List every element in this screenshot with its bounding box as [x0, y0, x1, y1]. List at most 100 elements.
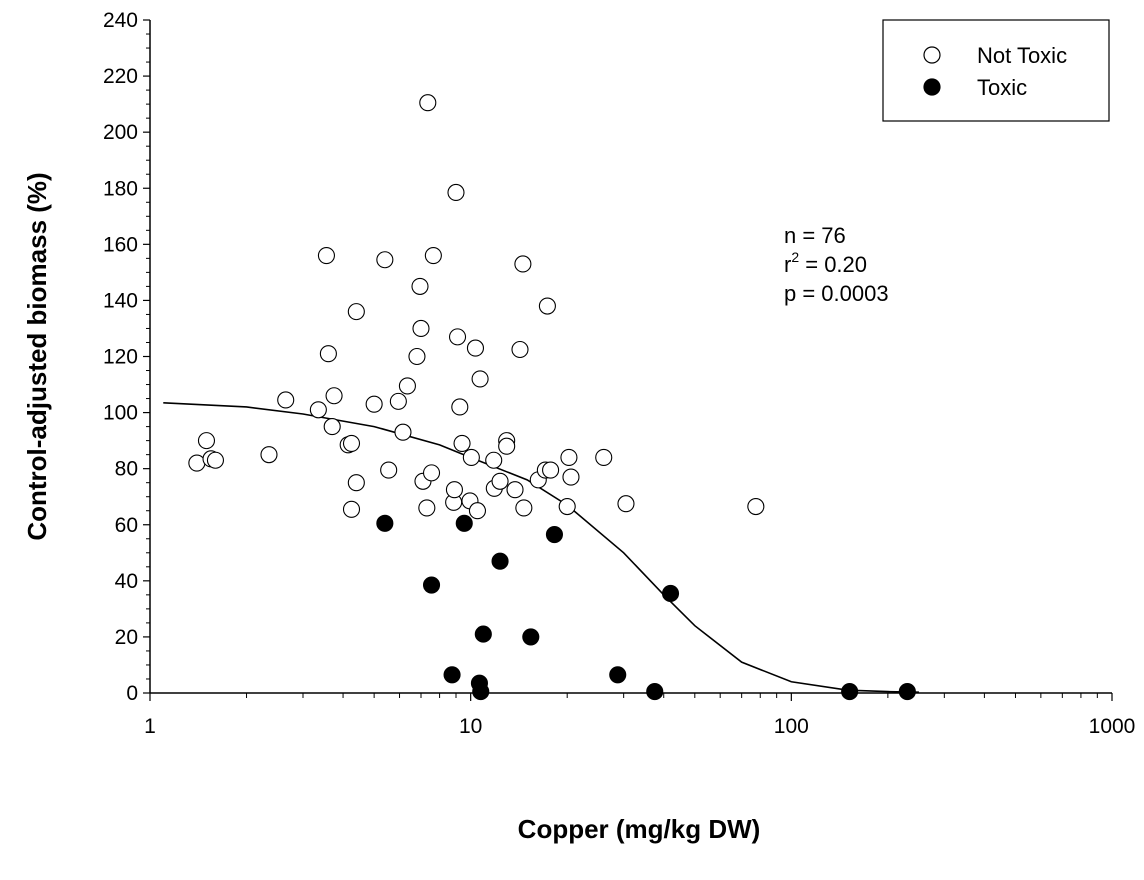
y-tick-label: 80 — [115, 458, 138, 481]
not-toxic-point — [419, 94, 437, 112]
legend-box — [882, 19, 1110, 122]
not-toxic-point — [347, 303, 365, 321]
legend-not-toxic-marker — [923, 46, 941, 64]
not-toxic-point — [617, 495, 635, 513]
not-toxic-point — [325, 387, 343, 405]
not-toxic-point — [418, 499, 436, 517]
y-tick-label: 40 — [115, 570, 138, 593]
stat-r2: r2 = 0.20 — [784, 249, 867, 277]
y-axis-ticks: 0 20 40 60 80 100 120 140 160 180 200 220 240 — [103, 9, 150, 705]
not-toxic-point — [511, 340, 529, 359]
not-toxic-point — [398, 377, 416, 395]
not-toxic-point — [394, 423, 412, 441]
toxic-point — [472, 683, 490, 701]
not-toxic-point — [389, 392, 407, 410]
x-axis-ticks: 1 10 100 1000 — [144, 693, 1135, 738]
y-tick-label: 20 — [115, 626, 138, 649]
not-toxic-point — [542, 461, 560, 479]
not-toxic-point — [424, 247, 442, 265]
x-tick-label: 100 — [774, 715, 809, 738]
toxic-point — [646, 683, 664, 701]
fit-curve — [163, 401, 919, 693]
not-toxic-point — [448, 328, 467, 346]
not-toxic-point — [411, 277, 429, 295]
stat-n: n = 76 — [784, 223, 846, 248]
not-toxic-point — [558, 497, 576, 516]
y-tick-label: 120 — [103, 346, 138, 369]
not-toxic-point — [206, 451, 224, 469]
y-axis-title: Control-adjusted biomass (%) — [22, 172, 52, 540]
not-toxic-point — [498, 437, 516, 455]
y-tick-label: 240 — [103, 9, 138, 32]
not-toxic-point — [515, 499, 533, 517]
toxic-point — [443, 666, 461, 684]
not-toxic-point — [323, 418, 341, 436]
toxic-point — [376, 514, 394, 532]
not-toxic-point — [468, 502, 487, 520]
x-tick-label: 1 — [144, 715, 156, 738]
y-tick-label: 100 — [103, 402, 138, 425]
legend-not-toxic-label: Not Toxic — [977, 43, 1067, 68]
not-toxic-point — [319, 345, 337, 363]
legend-toxic-label: Toxic — [977, 75, 1027, 100]
x-tick-label: 10 — [459, 715, 482, 738]
not-toxic-point — [466, 339, 485, 357]
x-axis-title: Copper (mg/kg DW) — [518, 814, 761, 844]
not-toxic-point — [365, 395, 383, 413]
x-tick-label: 1000 — [1089, 715, 1136, 738]
stat-r2-prefix: r — [784, 252, 791, 277]
not-toxic-point — [538, 297, 556, 315]
not-toxic-point — [317, 247, 335, 265]
not-toxic-point — [445, 481, 463, 499]
toxic-point — [661, 584, 680, 603]
not-toxic-point — [260, 446, 278, 464]
not-toxic-point — [376, 251, 394, 269]
y-tick-label: 200 — [103, 121, 138, 144]
not-toxic-point — [347, 474, 365, 492]
y-tick-label: 220 — [103, 65, 138, 88]
legend: Not Toxic Toxic — [882, 19, 1110, 122]
not-toxic-point — [197, 432, 216, 450]
y-tick-label: 0 — [126, 682, 138, 705]
not-toxic-point — [188, 454, 206, 472]
not-toxic-point — [747, 497, 765, 516]
legend-toxic-marker — [923, 78, 941, 96]
not-toxic-point — [342, 434, 361, 452]
toxic-point — [841, 683, 859, 701]
not-toxic-point — [277, 391, 295, 409]
not-toxic-point — [309, 401, 327, 419]
data-points — [188, 94, 916, 701]
fit-curve-layer — [163, 401, 919, 693]
not-toxic-point — [451, 398, 469, 416]
y-tick-label: 60 — [115, 514, 138, 537]
toxic-point — [545, 526, 563, 544]
toxic-point — [522, 628, 540, 646]
toxic-point — [474, 625, 492, 643]
not-toxic-point — [453, 434, 471, 452]
not-toxic-point — [485, 451, 503, 469]
not-toxic-point — [412, 319, 430, 338]
toxic-point — [898, 683, 916, 701]
not-toxic-point — [342, 500, 361, 518]
not-toxic-point — [462, 448, 480, 467]
not-toxic-point — [562, 468, 580, 486]
stats-annotation: n = 76 r2 = 0.20 p = 0.0003 — [784, 223, 889, 306]
toxic-point — [455, 514, 473, 532]
not-toxic-point — [506, 481, 524, 499]
not-toxic-point — [447, 183, 465, 202]
not-toxic-point — [560, 448, 578, 467]
not-toxic-point — [514, 255, 532, 273]
y-tick-label: 160 — [103, 233, 138, 256]
stat-p: p = 0.0003 — [784, 281, 889, 306]
not-toxic-point — [595, 448, 613, 467]
not-toxic-point — [471, 370, 489, 388]
not-toxic-point — [408, 347, 426, 366]
not-toxic-point — [380, 461, 398, 479]
y-tick-label: 140 — [103, 289, 138, 312]
toxic-point — [609, 666, 627, 684]
stat-r2-superscript: 2 — [791, 249, 799, 265]
y-tick-label: 180 — [103, 177, 138, 200]
stat-r2-value: = 0.20 — [799, 252, 867, 277]
not-toxic-point — [491, 472, 509, 490]
